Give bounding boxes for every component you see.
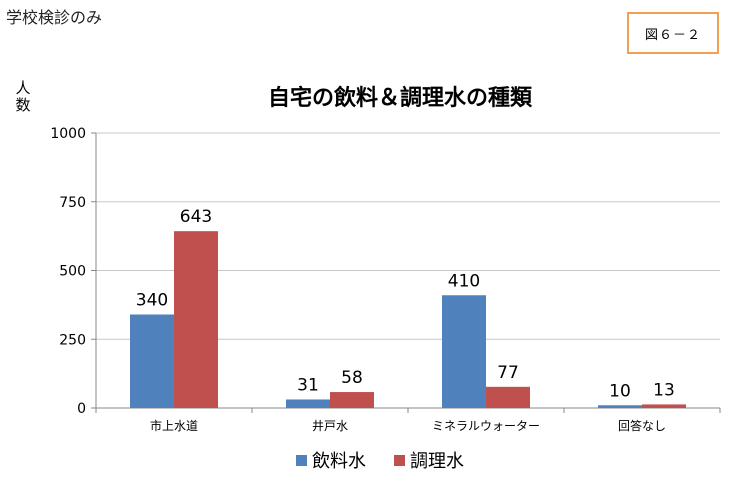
bar: [330, 392, 374, 408]
legend-swatch: [394, 455, 405, 466]
data-label: 410: [448, 271, 480, 291]
data-label: 31: [297, 375, 319, 395]
bar: [642, 404, 686, 408]
data-labels: 340 643 31 58 410 77 10 13: [136, 207, 675, 401]
y-axis-unit-label: 人数: [15, 79, 31, 114]
y-tick-label: 500: [59, 264, 86, 280]
bar: [442, 295, 486, 408]
y-tick-label: 750: [59, 195, 86, 211]
legend-label: 飲料水: [312, 451, 366, 472]
top-note: 学校検診のみ: [6, 8, 103, 27]
legend-swatch: [296, 455, 307, 466]
figure-label: 図６－２: [627, 12, 719, 54]
bar: [130, 314, 174, 408]
category-label: ミネラルウォーター: [432, 419, 540, 433]
data-label: 643: [180, 207, 212, 227]
bar: [486, 386, 530, 408]
category-label: 井戸水: [312, 419, 348, 433]
x-axis-categories: 市上水道 井戸水 ミネラルウォーター 回答なし: [95, 408, 721, 433]
y-tick-label: 0: [77, 401, 86, 417]
data-label: 13: [653, 380, 675, 400]
y-tick-label: 1000: [50, 126, 86, 142]
legend-label: 調理水: [410, 451, 464, 472]
data-label: 58: [341, 368, 363, 388]
data-label: 10: [609, 381, 631, 401]
bar: [286, 399, 330, 408]
y-axis-ticks: 0 250 500 750 1000: [50, 126, 96, 417]
y-tick-label: 250: [59, 332, 86, 348]
bar: [598, 405, 642, 408]
category-label: 回答なし: [618, 418, 666, 433]
data-label: 340: [136, 291, 168, 311]
chart-title: 自宅の飲料＆調理水の種類: [268, 85, 533, 111]
bars: [130, 231, 686, 408]
bar: [174, 231, 218, 408]
category-label: 市上水道: [150, 418, 198, 433]
data-label: 77: [497, 363, 519, 383]
legend: 飲料水 調理水: [296, 451, 464, 472]
